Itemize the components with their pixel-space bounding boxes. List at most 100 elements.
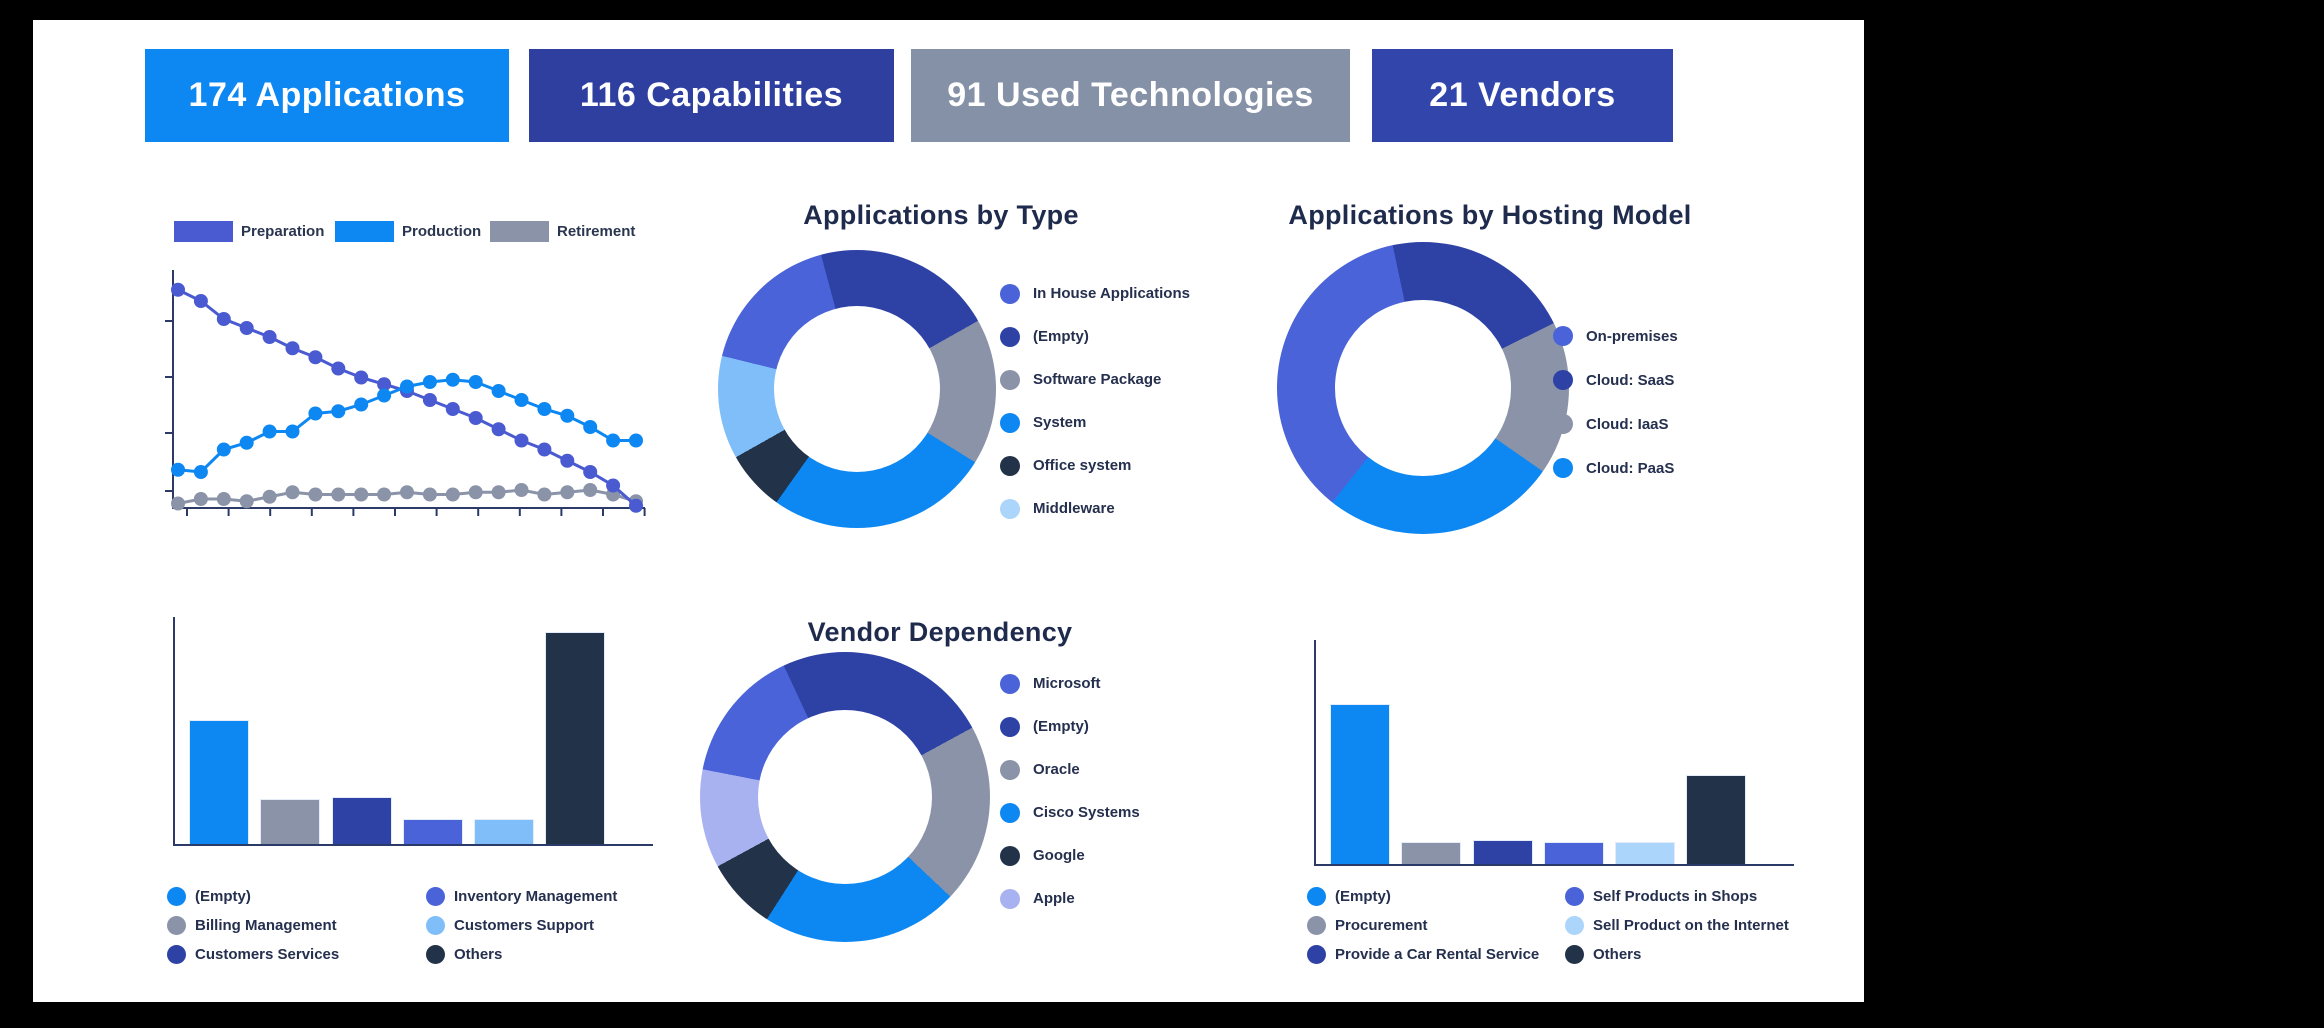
chart-title-applications-by-type: Applications by Type xyxy=(803,200,1079,230)
legend-label: Preparation xyxy=(241,223,325,240)
legend-dot xyxy=(426,887,445,906)
bar-self-products-in-shops[interactable] xyxy=(1544,842,1604,864)
data-point-preparation xyxy=(629,498,643,513)
data-point-production xyxy=(262,424,277,439)
legend-dot xyxy=(1000,845,1020,866)
legend-item: Billing Management xyxy=(167,911,426,940)
legend-dot xyxy=(167,887,186,906)
data-point-production xyxy=(193,465,208,479)
bar-customers-support[interactable] xyxy=(474,819,534,844)
bar-chart-capabilities[interactable] xyxy=(173,617,653,846)
legend-label: Cloud: SaaS xyxy=(1586,371,1675,389)
data-point-retirement xyxy=(285,485,300,500)
lifecycle-line-chart[interactable] xyxy=(161,265,653,527)
bar-provide-a-car-rental-service[interactable] xyxy=(1473,840,1533,864)
legend-label: Customers Services xyxy=(195,946,340,963)
kpi-card-capabilities[interactable]: 116 Capabilities xyxy=(529,49,894,142)
legend-dot xyxy=(1553,326,1573,346)
data-point-retirement xyxy=(445,487,460,502)
bar-procurement[interactable] xyxy=(1401,842,1461,864)
bar--empty-[interactable] xyxy=(189,720,249,844)
data-point-preparation xyxy=(537,442,552,457)
legend-dot xyxy=(1000,498,1020,519)
legend-dot xyxy=(1565,887,1584,906)
legend-label: Others xyxy=(1593,946,1642,963)
bar-others[interactable] xyxy=(545,632,605,844)
legend-item: System xyxy=(1000,401,1190,444)
legend-item: Office system xyxy=(1000,444,1190,487)
data-point-preparation xyxy=(583,465,598,479)
bar-others[interactable] xyxy=(1686,775,1746,864)
legend-label: Apple xyxy=(1033,890,1075,907)
data-point-production xyxy=(491,384,506,398)
data-point-retirement xyxy=(468,485,483,500)
donut-applications-by-type[interactable] xyxy=(718,250,996,528)
donut-applications-by-hosting-model[interactable] xyxy=(1277,242,1569,534)
data-point-retirement xyxy=(377,487,392,502)
data-point-preparation xyxy=(514,433,529,448)
legend-bar-chart-capabilities: (Empty) Billing Management Customers Servi… xyxy=(167,882,617,969)
data-point-production xyxy=(583,420,598,434)
legend-item: Apple xyxy=(1000,877,1140,920)
data-point-production xyxy=(445,372,460,387)
legend-dot xyxy=(1000,802,1020,823)
lifecycle-legend-item-production: Production xyxy=(335,221,481,242)
legend-item: (Empty) xyxy=(1000,705,1140,748)
legend-item: Customers Services xyxy=(167,940,426,969)
legend-dot xyxy=(1000,888,1020,909)
kpi-card-vendors[interactable]: 21 Vendors xyxy=(1372,49,1673,142)
bar-chart-business-process[interactable] xyxy=(1314,640,1794,866)
data-point-preparation xyxy=(445,402,460,416)
data-point-retirement xyxy=(514,483,529,497)
legend-label: (Empty) xyxy=(1033,328,1089,345)
bar-sell-product-on-the-internet[interactable] xyxy=(1615,842,1675,864)
legend-label: Software Package xyxy=(1033,371,1162,388)
bar-customers-services[interactable] xyxy=(332,797,392,844)
legend-item: Cisco Systems xyxy=(1000,791,1140,834)
data-point-preparation xyxy=(331,361,346,376)
data-point-production xyxy=(308,406,323,421)
kpi-card-used-technologies[interactable]: 91 Used Technologies xyxy=(911,49,1350,142)
legend-item: Google xyxy=(1000,834,1140,877)
donut-hole xyxy=(758,710,932,884)
data-point-production xyxy=(285,424,300,439)
data-point-preparation xyxy=(377,377,392,392)
legend-item: Software Package xyxy=(1000,358,1190,401)
bar-inventory-management[interactable] xyxy=(403,819,463,844)
legend-item: Cloud: IaaS xyxy=(1553,402,1678,446)
data-point-retirement xyxy=(262,489,277,504)
kpi-card-applications[interactable]: 174 Applications xyxy=(145,49,509,142)
legend-dot xyxy=(1000,455,1020,476)
legend-item: Sell Product on the Internet xyxy=(1565,911,1789,940)
bar--empty-[interactable] xyxy=(1330,704,1390,864)
legend-dot xyxy=(1000,369,1020,390)
legend-item: Oracle xyxy=(1000,748,1140,791)
legend-label: Inventory Management xyxy=(454,888,618,905)
legend-item: Cloud: PaaS xyxy=(1553,446,1678,490)
legend-dot xyxy=(1307,945,1326,964)
legend-swatch xyxy=(335,221,394,242)
legend-dot xyxy=(1553,458,1573,478)
kpi-card-used-technologies-label: 91 Used Technologies xyxy=(947,76,1314,114)
data-point-preparation xyxy=(468,411,483,425)
data-point-retirement xyxy=(537,487,552,502)
legend-label: Google xyxy=(1033,847,1085,864)
data-point-preparation xyxy=(606,478,621,493)
legend-item: Customers Support xyxy=(426,911,617,940)
legend-label: Others xyxy=(454,946,503,963)
data-point-production xyxy=(560,408,575,423)
bar-billing-management[interactable] xyxy=(260,799,320,844)
data-point-retirement xyxy=(422,487,437,502)
data-point-preparation xyxy=(216,312,231,326)
data-point-production xyxy=(377,388,392,403)
data-point-retirement xyxy=(491,485,506,500)
donut-hole xyxy=(1335,300,1511,476)
data-point-production xyxy=(468,375,483,389)
legend-label: In House Applications xyxy=(1033,285,1190,302)
legend-dot xyxy=(1000,716,1020,737)
legend-label: Provide a Car Rental Service xyxy=(1335,946,1540,963)
donut-vendor-dependency[interactable] xyxy=(700,652,990,942)
legend-label: Cloud: PaaS xyxy=(1586,459,1675,477)
legend-label: Billing Management xyxy=(195,917,337,934)
data-point-preparation xyxy=(491,422,506,437)
